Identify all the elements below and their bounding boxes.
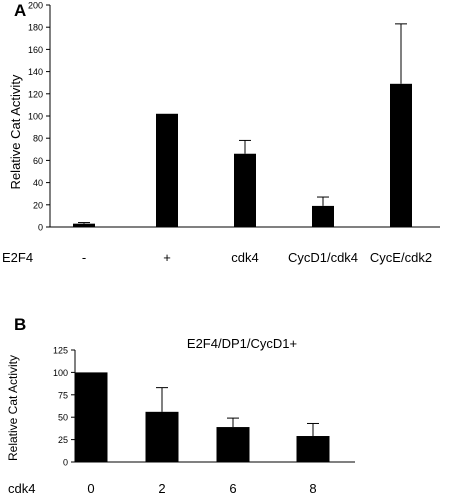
- bar: [216, 427, 250, 462]
- y-tick-label: 75: [58, 390, 68, 400]
- y-tick-label: 160: [28, 45, 43, 55]
- bar: [312, 205, 334, 227]
- panel-a-category-labels: - + cdk4 CycD1/cdk4 CycE/cdk2: [82, 250, 432, 265]
- y-tick-label: 80: [33, 134, 43, 144]
- y-tick-label: 25: [58, 435, 68, 445]
- y-tick-label: 40: [33, 178, 43, 188]
- panel-b-bars: [74, 372, 330, 462]
- category-label: -: [82, 250, 86, 265]
- panel-b: B E2F4/DP1/CycD1+ Relative Cat Activity …: [6, 315, 355, 496]
- y-tick-label: 140: [28, 67, 43, 77]
- bar: [156, 113, 178, 227]
- panel-b-category-labels: 0 2 6 8: [87, 481, 316, 496]
- y-tick-label: 100: [53, 368, 68, 378]
- category-label: 2: [158, 481, 165, 496]
- bar: [390, 83, 412, 227]
- category-label: 0: [87, 481, 94, 496]
- y-tick-label: 50: [58, 413, 68, 423]
- category-label: +: [163, 250, 171, 265]
- bar: [234, 153, 256, 227]
- panel-a-y-axis-label: Relative Cat Activity: [8, 74, 23, 189]
- panel-b-y-ticks: 0 25 50 75 100 125: [53, 346, 75, 468]
- panel-b-label: B: [14, 315, 26, 334]
- panel-a-x-axis-label: E2F4: [2, 250, 33, 265]
- y-tick-label: 120: [28, 89, 43, 99]
- panel-a: A Relative Cat Activity 0 20 40 60 80 100 120 1…: [2, 1, 440, 265]
- y-tick-label: 200: [28, 1, 43, 11]
- y-tick-label: 100: [28, 112, 43, 122]
- panel-b-y-axis-label: Relative Cat Activity: [6, 355, 20, 461]
- bar: [296, 436, 330, 462]
- y-tick-label: 20: [33, 200, 43, 210]
- category-label: 8: [309, 481, 316, 496]
- panel-b-title: E2F4/DP1/CycD1+: [187, 336, 297, 351]
- panel-a-y-ticks: 0 20 40 60 80 100 120 140 160 180 200: [28, 1, 50, 233]
- bar: [145, 411, 179, 462]
- panel-b-error-bars: [156, 387, 319, 437]
- panel-b-x-axis-label: cdk4: [8, 481, 35, 496]
- category-label: cdk4: [231, 250, 258, 265]
- y-tick-label: 0: [63, 458, 68, 468]
- y-tick-label: 180: [28, 23, 43, 33]
- category-label: 6: [229, 481, 236, 496]
- bar: [73, 223, 95, 227]
- bar: [74, 372, 108, 462]
- panel-a-bars: [73, 83, 412, 227]
- panel-a-label: A: [14, 1, 26, 20]
- category-label: CycD1/cdk4: [288, 250, 358, 265]
- y-tick-label: 60: [33, 156, 43, 166]
- category-label: CycE/cdk2: [370, 250, 432, 265]
- y-tick-label: 125: [53, 346, 68, 356]
- y-tick-label: 0: [38, 223, 43, 233]
- panel-a-error-bars: [78, 23, 407, 224]
